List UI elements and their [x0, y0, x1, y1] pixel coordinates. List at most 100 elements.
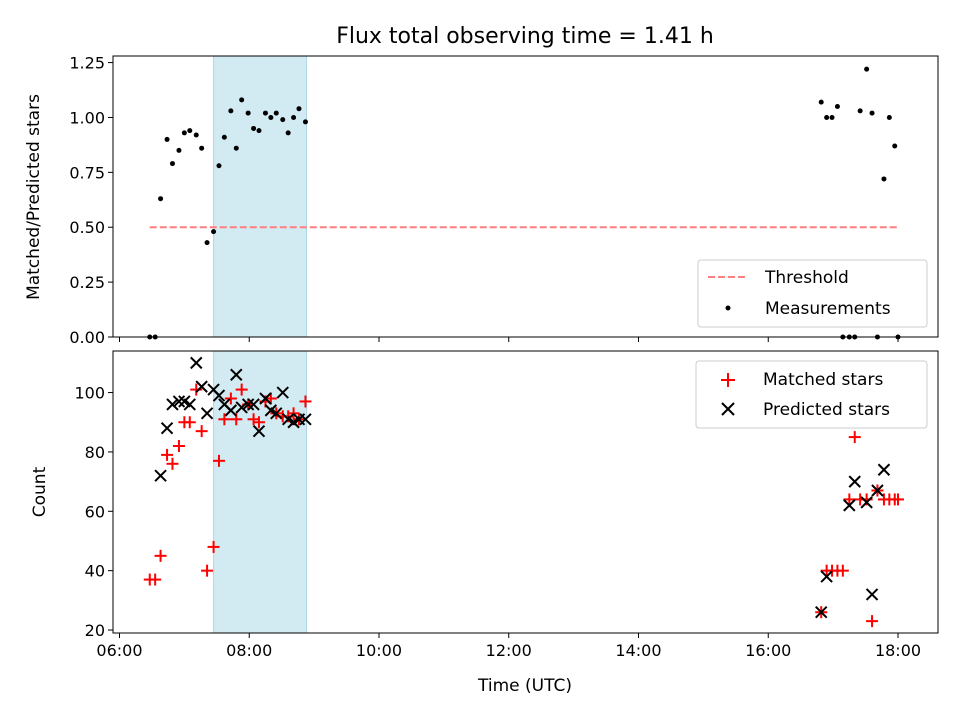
bottom-legend: Matched stars Predicted stars: [695, 360, 928, 429]
predicted-star-mark-b: [247, 398, 260, 411]
top-legend-box: [697, 259, 928, 328]
predicted-star-point: [172, 395, 186, 408]
measurement-point: [834, 103, 840, 109]
predicted-star-mark-b: [820, 570, 833, 583]
bottom-legend-matched-marker: [721, 373, 735, 387]
x-tick-label: 18:00: [875, 641, 921, 660]
predicted-star-mark-b: [871, 484, 884, 497]
measurement-point: [818, 99, 824, 105]
matched-star-point: [166, 457, 179, 470]
top-shaded-span: [213, 55, 308, 338]
predicted-star-mark-b: [212, 389, 226, 402]
bottom-panel: 20 40 60 80 100 06:00 08:00 10:00 12:00 14:00 16:…: [30, 350, 939, 696]
predicted-star-point: [252, 424, 266, 438]
predicted-star-point: [190, 356, 203, 370]
predicted-star-point: [224, 404, 238, 417]
predicted-star-point: [877, 463, 891, 476]
matched-star-point: [836, 564, 849, 577]
predicted-star-mark-b: [224, 404, 238, 417]
predicted-star-point: [212, 389, 226, 402]
predicted-star-mark-b: [877, 463, 891, 476]
bottom-y-tick-label: 100: [74, 384, 105, 403]
top-legend-measurement-marker: [725, 305, 731, 311]
bottom-y-axis: 20 40 60 80 100: [74, 384, 113, 640]
top-y-tick-label: 0.75: [69, 163, 105, 182]
measurement-point: [221, 134, 227, 140]
predicted-star-mark-b: [230, 368, 243, 381]
matched-star-point: [201, 564, 214, 577]
matched-star-point: [848, 431, 861, 444]
measurement-point: [892, 143, 898, 149]
top-y-tick-label: 1.25: [69, 54, 105, 73]
predicted-star-mark-b: [166, 398, 179, 411]
predicted-star-point: [843, 499, 856, 512]
x-axis-label: Time (UTC): [477, 676, 572, 696]
top-legend-measurement-label: Measurements: [765, 299, 891, 319]
bottom-y-tick-label: 80: [85, 443, 105, 462]
bottom-axes-frame: [112, 350, 939, 634]
predicted-star-mark-b: [299, 413, 312, 426]
predicted-star-mark-b: [252, 424, 266, 438]
predicted-star-point: [247, 398, 260, 411]
predicted-star-point: [270, 407, 283, 420]
predicted-star-point: [160, 421, 174, 435]
measurement-point: [886, 114, 892, 120]
predicted-star-mark-b: [183, 398, 196, 411]
predicted-star-mark-b: [218, 398, 231, 411]
predicted-star-mark-b: [190, 356, 203, 370]
measurement-point: [291, 114, 297, 120]
measurement-point: [268, 114, 274, 120]
top-y-axis-label: Matched/Predicted stars: [24, 94, 44, 300]
measurement-point: [869, 110, 875, 116]
matched-star-point: [224, 392, 237, 405]
x-tick-label: 06:00: [96, 641, 142, 660]
matched-star-point: [247, 413, 260, 426]
bottom-y-tick-label: 40: [85, 562, 105, 581]
predicted-star-point: [299, 413, 312, 426]
measurement-point: [199, 145, 205, 151]
measurement-point: [193, 132, 199, 138]
bottom-y-axis-label: Count: [30, 466, 50, 517]
matched-star-point: [843, 493, 856, 506]
measurement-point: [302, 119, 308, 125]
measurement-point: [216, 163, 222, 169]
predicted-star-mark-b: [259, 392, 272, 405]
matched-star-point: [866, 615, 879, 628]
x-tick-label: 16:00: [745, 641, 791, 660]
measurement-point: [176, 147, 182, 153]
predicted-star-point: [235, 401, 248, 414]
measurement-point: [181, 130, 187, 136]
predicted-star-mark-b: [848, 475, 861, 488]
x-tick-label: 10:00: [356, 641, 402, 660]
top-y-tick-label: 0.50: [69, 218, 105, 237]
measurement-point: [857, 108, 863, 114]
bottom-y-tick-label: 20: [85, 621, 105, 640]
measurement-point: [239, 97, 245, 103]
measurement-point: [204, 240, 210, 246]
top-y-tick-label: 0.25: [69, 273, 105, 292]
predicted-star-mark-b: [154, 469, 167, 482]
bottom-legend-matched-label: Matched stars: [763, 370, 883, 390]
predicted-star-point: [195, 380, 208, 393]
predicted-star-point: [259, 392, 272, 405]
measurement-point: [211, 229, 217, 235]
predicted-star-point: [154, 469, 167, 482]
predicted-star-point: [166, 398, 179, 411]
matched-star-point: [154, 549, 167, 562]
measurement-point: [251, 125, 257, 131]
predicted-star-mark-b: [843, 499, 856, 512]
predicted-star-mark-b: [200, 407, 214, 420]
top-plot-area: [147, 66, 901, 340]
predicted-star-point: [276, 386, 289, 399]
matched-star-point: [183, 416, 196, 429]
predicted-star-mark-b: [178, 395, 191, 408]
measurement-point: [285, 130, 291, 136]
matched-star-point: [161, 448, 174, 461]
matched-star-point: [195, 425, 208, 438]
chart-title: Flux total observing time = 1.41 h: [336, 24, 714, 49]
predicted-star-point: [200, 407, 214, 420]
top-y-axis: 0.00 0.25 0.50 0.75 1.00 1.25: [69, 54, 113, 347]
measurement-point: [280, 117, 286, 123]
measurement-point: [187, 128, 193, 134]
matched-star-point: [218, 413, 231, 426]
